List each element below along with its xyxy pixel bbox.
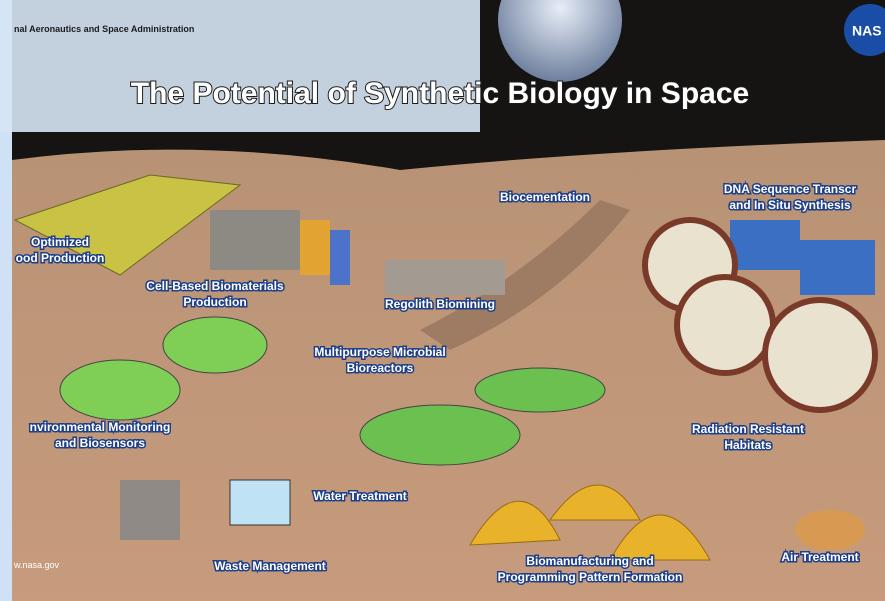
area-label: DNA Sequence Transcr xyxy=(724,182,857,196)
poster-scene: nal Aeronautics and Space Administration… xyxy=(0,0,885,601)
logo-text: NAS xyxy=(852,23,882,39)
solar-panel xyxy=(730,220,800,270)
glare xyxy=(0,0,480,132)
area-label: Production xyxy=(183,295,246,309)
dome xyxy=(60,360,180,420)
panel xyxy=(300,220,330,275)
area-label: Programming Pattern Formation xyxy=(498,570,683,584)
area-label: Radiation Resistant xyxy=(692,422,804,436)
area-label: and In Situ Synthesis xyxy=(729,198,851,212)
agency-name: nal Aeronautics and Space Administration xyxy=(14,24,194,34)
area-label: Cell-Based Biomaterials xyxy=(146,279,284,293)
area-label: Multipurpose Microbial xyxy=(314,345,445,359)
biomaterials-plant xyxy=(210,210,300,270)
waste-tanks xyxy=(120,480,180,540)
dome xyxy=(475,368,605,412)
water-pool xyxy=(230,480,290,525)
dome xyxy=(360,405,520,465)
area-label: Bioreactors xyxy=(347,361,414,375)
area-label: and Biosensors xyxy=(55,436,145,450)
area-label: Biocementation xyxy=(500,190,590,204)
area-label: Biomanufacturing and xyxy=(526,554,653,568)
footer-url: w.nasa.gov xyxy=(13,560,60,570)
area-label: Regolith Biomining xyxy=(385,297,495,311)
area-label: nvironmental Monitoring xyxy=(30,420,171,434)
area-label: Habitats xyxy=(724,438,772,452)
dome xyxy=(163,317,267,373)
panel xyxy=(330,230,350,285)
area-label: Water Treatment xyxy=(313,489,407,503)
habitat xyxy=(765,300,875,410)
solar-panel xyxy=(800,240,875,295)
habitat xyxy=(677,277,773,373)
area-label: Waste Management xyxy=(214,559,326,573)
area-label: Air Treatment xyxy=(781,550,858,564)
biomining-rig xyxy=(385,260,505,295)
area-label: Optimized xyxy=(31,235,89,249)
air-tank xyxy=(795,510,865,550)
poster-title: The Potential of Synthetic Biology in Sp… xyxy=(131,77,749,110)
area-label: ood Production xyxy=(16,251,105,265)
